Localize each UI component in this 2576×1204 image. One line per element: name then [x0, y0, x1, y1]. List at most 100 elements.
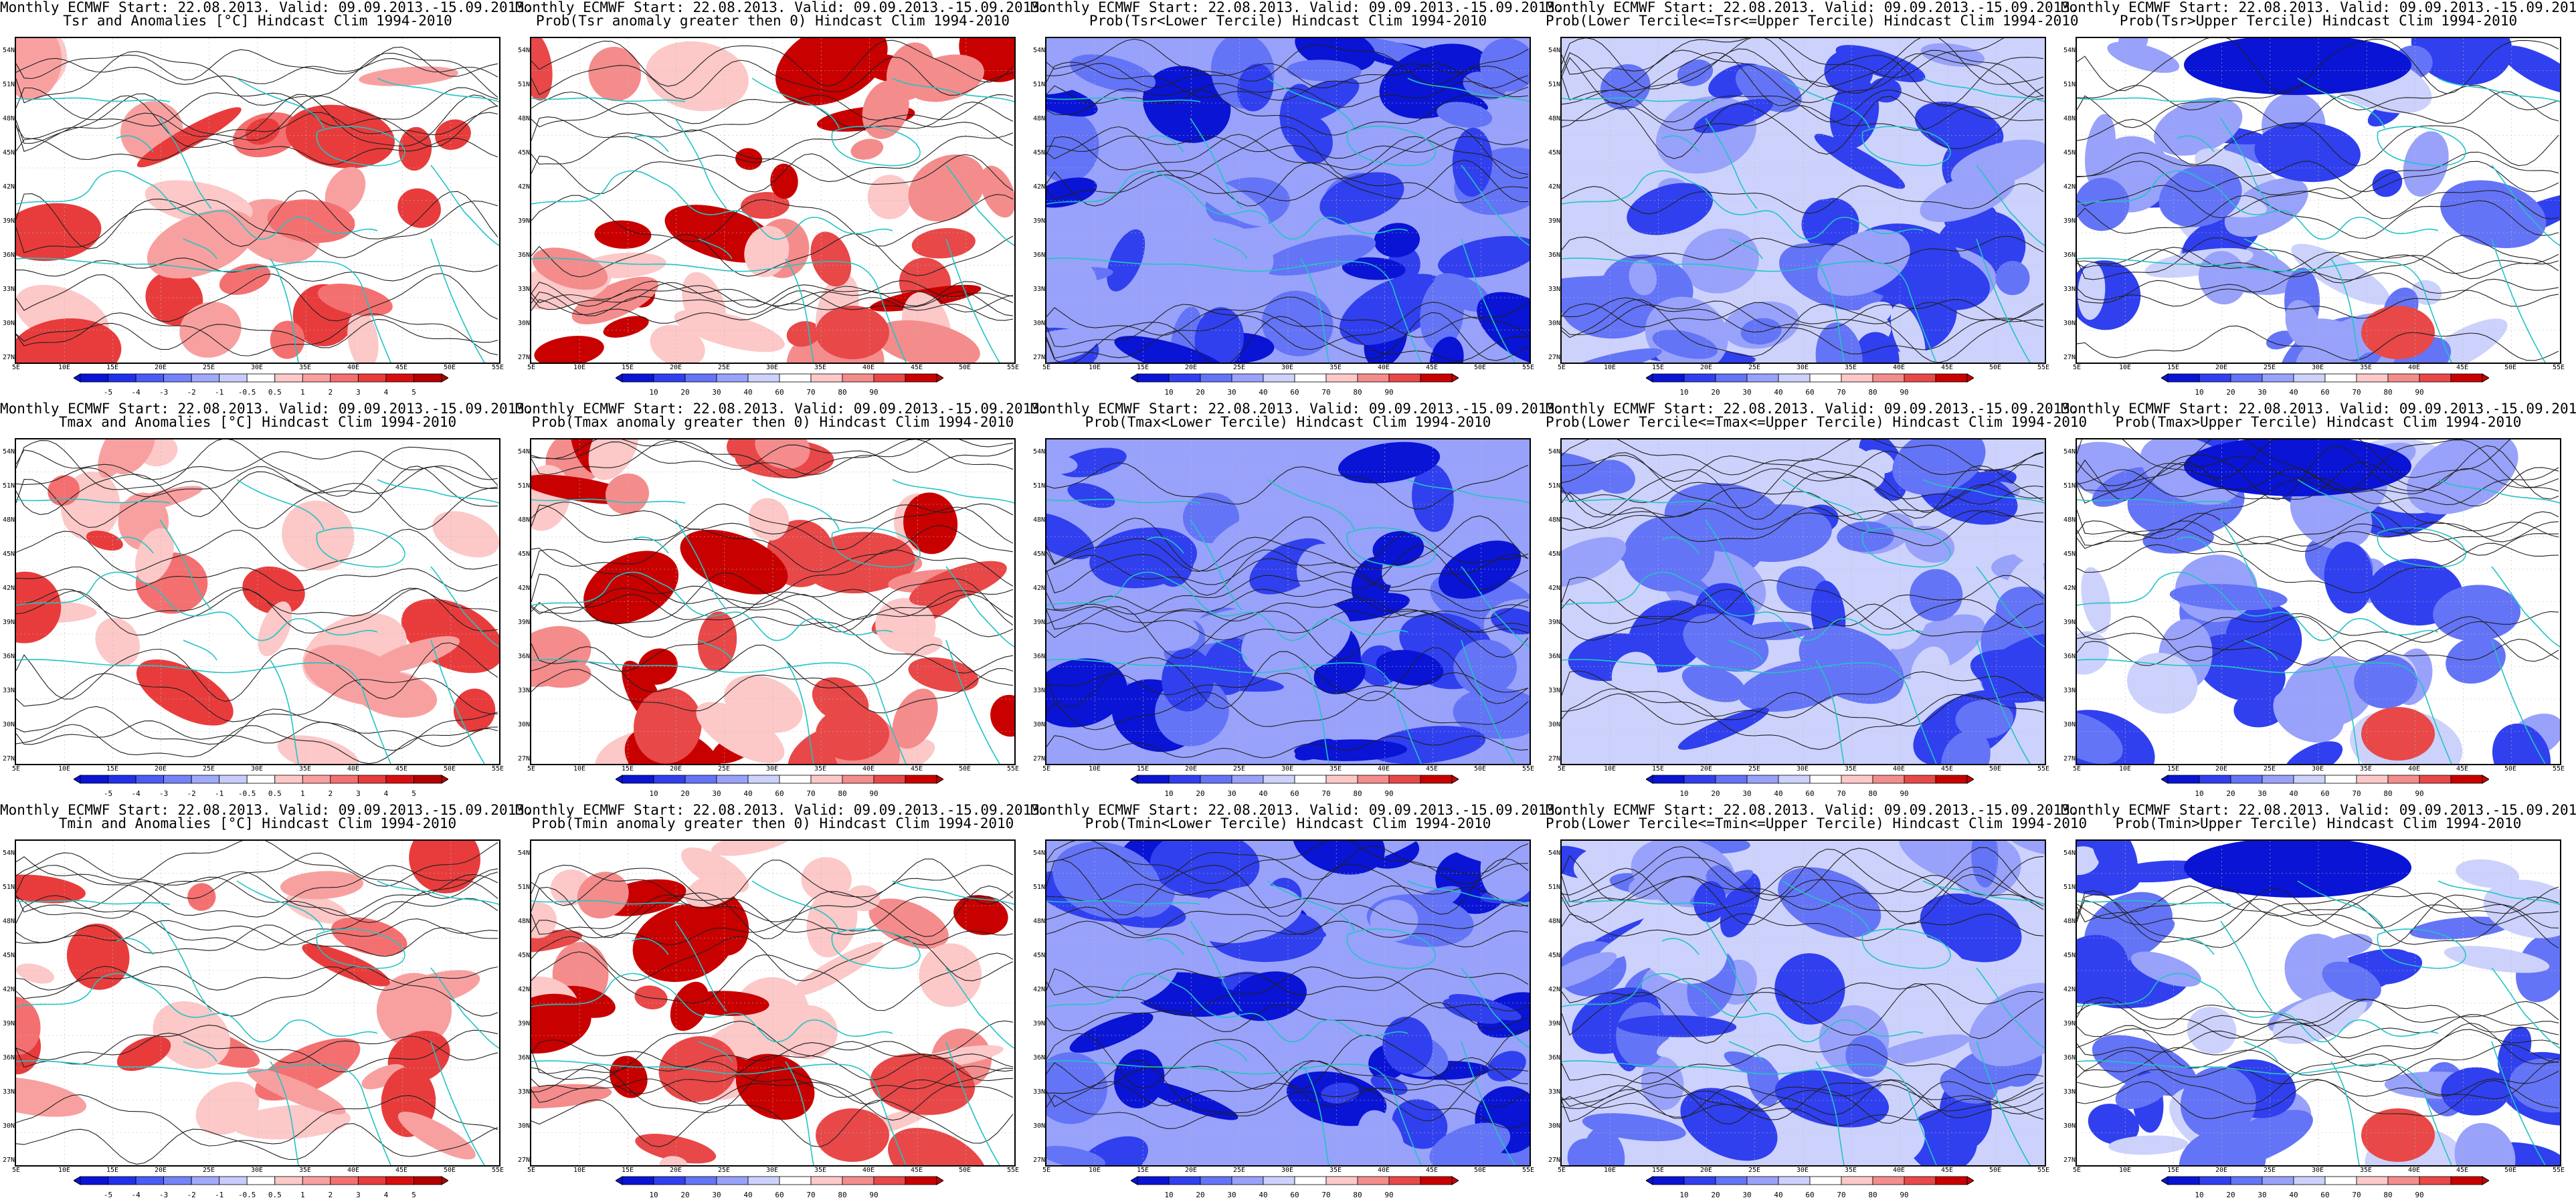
colorbar-tick-label: 10: [649, 789, 658, 798]
coastline: [316, 527, 405, 568]
coastline: [430, 639, 485, 764]
colorbar-swatch: [274, 1176, 303, 1185]
latitude-label: 30N: [1548, 1122, 1560, 1130]
coastline: [1861, 928, 1951, 969]
isotherm-contour: [1562, 670, 2044, 718]
longitude-label: 40E: [347, 765, 360, 773]
colorbar-tick-label: 30: [1227, 388, 1236, 397]
latitude-label: 33N: [517, 687, 530, 694]
longitude-label: 25E: [717, 765, 731, 773]
colorbar-tick-label: -3: [159, 789, 169, 798]
latitude-label: 42N: [2063, 986, 2076, 993]
field-patch: [683, 991, 769, 1016]
isotherm-contour: [1562, 450, 2044, 482]
field-patch: [2118, 38, 2148, 54]
isotherm-contour: [2077, 611, 2559, 643]
latitude-label: 39N: [2063, 217, 2076, 225]
field-patch: [116, 1036, 171, 1071]
latitude-label: 33N: [1548, 687, 1560, 694]
panel-subtitle: Prob(Tmin anomaly greater then 0) Hindca…: [531, 815, 1014, 831]
field-patch: [1950, 139, 2045, 188]
field-patch: [816, 1108, 889, 1162]
coastline: [2437, 880, 2560, 905]
field-patch: [1904, 526, 1955, 563]
field-patch: [911, 228, 976, 259]
colorbar-swatch: [779, 775, 812, 784]
colorbar-tick-label: 40: [743, 1191, 753, 1199]
longitude-label: 5E: [11, 364, 21, 371]
isotherm-contour: [531, 616, 1014, 674]
field-patch: [1627, 183, 1714, 235]
latitude-label: 48N: [1032, 115, 1045, 122]
latitude-label: 48N: [2063, 918, 2076, 925]
latitude-label: 45N: [1032, 550, 1045, 558]
coastline: [1394, 1094, 1422, 1165]
longitude-label: 30E: [1281, 765, 1294, 773]
panel-subtitle: Prob(Tmin>Upper Tercile) Hindcast Clim 1…: [2115, 815, 2522, 831]
isotherm-contour: [1046, 1088, 1529, 1129]
coastline: [1146, 938, 1184, 955]
isotherm-contour: [1046, 672, 1529, 696]
field-patch: [2456, 859, 2520, 888]
isotherm-contour: [2077, 468, 2559, 498]
isotherm-contour: [1562, 603, 2044, 641]
latitude-label: 39N: [517, 619, 530, 626]
longitude-label: 15E: [106, 765, 119, 773]
latitude-label: 27N: [1548, 354, 1560, 361]
panel-subtitle: Prob(Tmax<Lower Tercile) Hindcast Clim 1…: [1085, 414, 1491, 430]
field-patch: [1293, 841, 1386, 875]
field-patch: [1453, 687, 1530, 739]
latitude-label: 36N: [517, 1054, 530, 1062]
longitude-label: 40E: [1892, 1167, 1906, 1174]
latitude-label: 39N: [517, 217, 530, 225]
field-patch: [2483, 880, 2560, 938]
latitude-label: 48N: [517, 918, 530, 925]
longitude-label: 45E: [2456, 1167, 2469, 1174]
longitude-label: 20E: [2215, 765, 2228, 773]
colorbar-swatch: [191, 373, 220, 383]
longitude-label: 20E: [154, 364, 167, 371]
isotherm-contour: [1046, 1057, 1529, 1090]
colorbar-tick-label: 20: [1196, 789, 1205, 798]
coastline: [2243, 238, 2278, 260]
colorbar-tick-label: 4: [383, 789, 389, 798]
longitude-label: 5E: [2072, 765, 2082, 773]
coastline: [892, 78, 1014, 102]
longitude-label: 35E: [2359, 1167, 2373, 1174]
map-panel: Monthly ECMWF Start: 22.08.2013. Valid: …: [2061, 401, 2576, 803]
coastline: [1267, 78, 1355, 129]
longitude-label: 30E: [1281, 364, 1294, 371]
latitude-label: 30N: [2, 721, 15, 728]
latitude-label: 30N: [517, 1122, 530, 1130]
latitude-label: 54N: [1032, 47, 1045, 54]
field-patch: [280, 871, 364, 900]
coastline: [16, 659, 365, 694]
coastline: [377, 78, 499, 102]
colorbar-tick-label: 30: [1742, 1191, 1752, 1199]
colorbar-swatch: [1420, 1176, 1453, 1185]
coastline: [1909, 693, 1937, 764]
panel-title: Monthly ECMWF Start: 22.08.2013. Valid: …: [2061, 0, 2576, 15]
field-patch: [775, 38, 888, 106]
colorbar-swatch: [1715, 775, 1748, 784]
panel-title: Monthly ECMWF Start: 22.08.2013. Valid: …: [0, 401, 533, 417]
colorbar-tick-label: -5: [103, 789, 113, 798]
longitude-label: 40E: [2407, 364, 2421, 371]
field-patch: [2407, 439, 2518, 515]
coastline: [1300, 258, 1329, 363]
field-patch: [1817, 229, 1910, 296]
longitude-label: 50E: [443, 1167, 456, 1174]
longitude-label: 55E: [2552, 765, 2565, 773]
colorbar-swatch: [413, 1176, 442, 1185]
field-patch: [1152, 533, 1194, 587]
longitude-label: 10E: [1603, 1167, 1617, 1174]
isotherm-contour: [16, 94, 498, 153]
colorbar-tick-label: 0.5: [268, 789, 282, 798]
latitude-label: 42N: [2063, 183, 2076, 191]
coastline: [1046, 97, 1201, 102]
latitude-label: 48N: [2, 918, 15, 925]
colorbar-swatch: [684, 775, 717, 784]
isotherm-contour: [1046, 545, 1529, 596]
coastline: [377, 880, 499, 905]
latitude-label: 33N: [2, 687, 15, 694]
